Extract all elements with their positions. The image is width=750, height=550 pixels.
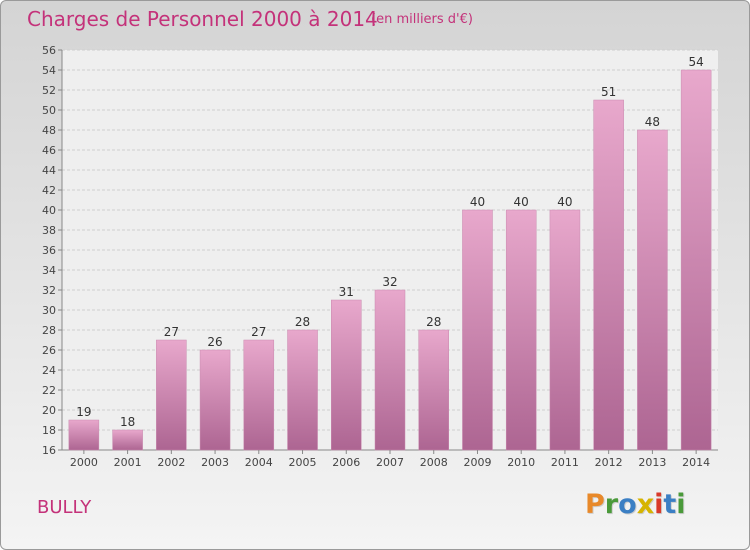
place-label: BULLY xyxy=(37,497,92,518)
bar xyxy=(680,69,712,451)
chart-subtitle: (en milliers d'€) xyxy=(371,12,473,27)
bar-value-label: 18 xyxy=(120,415,135,429)
x-tick-label: 2007 xyxy=(376,456,404,469)
bar-value-label: 32 xyxy=(382,275,397,289)
x-tick-label: 2002 xyxy=(157,456,185,469)
y-tick-label: 50 xyxy=(42,104,56,117)
x-tick-label: 2000 xyxy=(70,456,98,469)
y-tick-label: 22 xyxy=(42,384,56,397)
bar-value-label: 54 xyxy=(688,55,703,69)
bar-value-label: 40 xyxy=(514,195,529,209)
x-tick-label: 2012 xyxy=(595,456,623,469)
x-tick-label: 2013 xyxy=(638,456,666,469)
y-tick-label: 56 xyxy=(42,44,56,57)
x-tick-label: 2004 xyxy=(245,456,273,469)
bar xyxy=(637,129,668,451)
x-tick-label: 2008 xyxy=(420,456,448,469)
proxiti-logo: Proxiti xyxy=(585,489,686,520)
x-tick-label: 2003 xyxy=(201,456,229,469)
y-tick-label: 36 xyxy=(42,244,56,257)
x-tick-label: 2006 xyxy=(332,456,360,469)
y-tick-label: 54 xyxy=(42,64,56,77)
logo-letter: t xyxy=(663,489,677,520)
y-tick-label: 24 xyxy=(42,364,56,377)
bar xyxy=(462,209,493,451)
bar xyxy=(243,339,275,451)
bar-value-label: 40 xyxy=(470,195,485,209)
y-tick-label: 16 xyxy=(42,444,56,457)
y-tick-label: 32 xyxy=(42,284,56,297)
logo-letter: i xyxy=(676,489,686,520)
bar xyxy=(199,349,231,451)
x-tick-label: 2011 xyxy=(551,456,579,469)
y-tick-label: 26 xyxy=(42,344,56,357)
y-tick-label: 34 xyxy=(42,264,56,277)
bar-value-label: 48 xyxy=(645,115,660,129)
x-tick-label: 2001 xyxy=(114,456,142,469)
logo-letter: r xyxy=(604,489,619,520)
chart-title: Charges de Personnel 2000 à 2014 xyxy=(27,7,378,31)
x-tick-label: 2010 xyxy=(507,456,535,469)
x-tick-label: 2014 xyxy=(682,456,710,469)
bar-value-label: 28 xyxy=(426,315,441,329)
bar-value-label: 27 xyxy=(164,325,179,339)
bar-value-label: 51 xyxy=(601,85,616,99)
logo-letter: i xyxy=(654,489,664,520)
logo-letter: x xyxy=(636,489,655,520)
logo-letter: o xyxy=(618,489,637,520)
y-tick-label: 42 xyxy=(42,184,56,197)
y-tick-label: 38 xyxy=(42,224,56,237)
bar xyxy=(287,329,318,451)
bar xyxy=(505,209,537,451)
bar-value-label: 28 xyxy=(295,315,310,329)
bar xyxy=(593,99,624,451)
y-tick-label: 40 xyxy=(42,204,56,217)
bar xyxy=(374,289,406,451)
bar xyxy=(331,299,362,451)
bar-value-label: 19 xyxy=(76,405,91,419)
y-tick-label: 48 xyxy=(42,124,56,137)
y-tick-label: 44 xyxy=(42,164,56,177)
y-tick-label: 30 xyxy=(42,304,56,317)
bar-value-label: 31 xyxy=(339,285,354,299)
bar xyxy=(112,429,143,451)
x-tick-label: 2009 xyxy=(463,456,491,469)
bar-value-label: 26 xyxy=(207,335,222,349)
bar-value-label: 27 xyxy=(251,325,266,339)
y-tick-label: 28 xyxy=(42,324,56,337)
bar xyxy=(156,339,187,451)
y-tick-label: 46 xyxy=(42,144,56,157)
y-tick-label: 18 xyxy=(42,424,56,437)
logo-letter: P xyxy=(585,489,605,520)
bar xyxy=(418,329,449,451)
x-tick-label: 2005 xyxy=(289,456,317,469)
y-tick-label: 52 xyxy=(42,84,56,97)
y-tick-label: 20 xyxy=(42,404,56,417)
bar-value-label: 40 xyxy=(557,195,572,209)
bar xyxy=(549,209,581,451)
bar xyxy=(68,419,100,451)
